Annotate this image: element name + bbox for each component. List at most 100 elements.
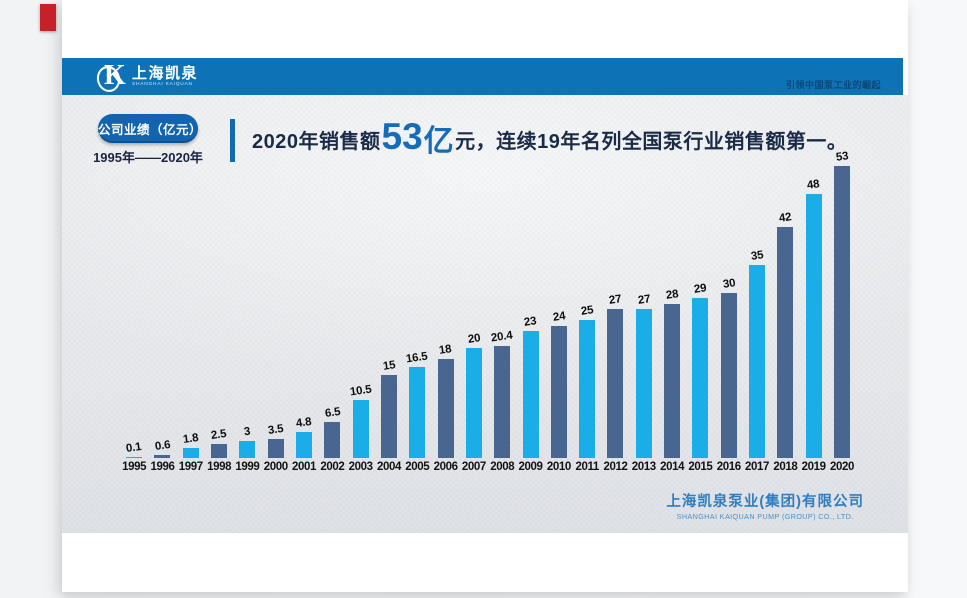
- headline-big-unit: 亿: [423, 125, 455, 158]
- bar: [126, 457, 143, 458]
- bar: [494, 346, 511, 458]
- bar-value-label: 28: [665, 288, 680, 302]
- sales-bar-chart: 0.1 0.6 1.8 2.5 3 3.5 4.8 6.5 10.5 15 16.5 18 20 20.4…: [120, 144, 856, 474]
- bar-columns: 0.1 0.6 1.8 2.5 3 3.5 4.8 6.5 10.5 15 16.5 18 20 20.4…: [120, 144, 856, 458]
- bar-column: 23: [516, 144, 544, 458]
- bar-year-label: 2007: [461, 461, 486, 473]
- bar-column: 3: [233, 144, 261, 458]
- bar: [154, 455, 171, 458]
- bar-value-label: 53: [834, 150, 849, 164]
- bar-value-label: 2.5: [210, 427, 228, 443]
- bar-year-label: 2001: [292, 461, 317, 473]
- bar-year-label: 2017: [745, 461, 770, 473]
- slide-content-area: 公司业绩（亿元） 1995年——2020年 2020年销售额 53 亿 元， 连…: [62, 95, 908, 533]
- bar-column: 53: [828, 144, 856, 458]
- bar: [380, 375, 397, 458]
- bar: [664, 304, 681, 458]
- bar-value-label: 27: [636, 293, 651, 307]
- year-labels-row: 1995 1996 1997 1998 1999 2000 2001 2002 2003 2004…: [120, 461, 856, 473]
- bar: [465, 348, 482, 458]
- logo-name-cn: 上海凯泉: [132, 64, 199, 82]
- bar: [833, 166, 850, 458]
- company-signature: 上海凯泉泵业(集团)有限公司 SHANGHAI KAIQUAN PUMP (GR…: [666, 493, 864, 521]
- header-bar: K 上海凯泉 SHANGHAI KAIQUAN 引领中国泵工业的崛起: [62, 58, 903, 95]
- red-bookmark-ribbon: [40, 4, 56, 31]
- bar-column: 48: [800, 144, 828, 458]
- bar-year-label: 1996: [150, 461, 175, 473]
- bar-value-label: 18: [438, 343, 453, 357]
- bar-year-label: 2011: [575, 461, 599, 473]
- bar-value-label: 3.5: [267, 422, 285, 438]
- bar-value-label: 35: [750, 249, 765, 263]
- company-name-en: SHANGHAI KAIQUAN PUMP (GROUP) CO., LTD.: [676, 512, 854, 522]
- bar-column: 20.4: [488, 144, 516, 458]
- bar: [211, 444, 228, 458]
- bar-column: 42: [771, 144, 799, 458]
- bar-column: 0.6: [148, 144, 176, 458]
- bar-year-label: 1998: [207, 461, 232, 473]
- bar-year-label: 2014: [660, 461, 685, 473]
- headline-prefix: 2020年销售额: [252, 130, 381, 153]
- logo-k-letter: K: [104, 59, 126, 91]
- performance-badge: 公司业绩（亿元）: [98, 114, 203, 143]
- bar-year-label: 2002: [320, 461, 345, 473]
- bar-value-label: 4.8: [295, 415, 313, 431]
- headline-rest: 连续19年名列全国泵行业销售额第一。: [496, 130, 848, 153]
- bar-value-label: 16.5: [405, 350, 429, 366]
- bar-value-label: 10.5: [349, 383, 373, 399]
- bar-column: 30: [715, 144, 743, 458]
- presentation-slide: K 上海凯泉 SHANGHAI KAIQUAN 引领中国泵工业的崛起 公司业绩（…: [62, 0, 908, 592]
- bar: [239, 441, 256, 458]
- bar-value-label: 20.4: [490, 329, 514, 345]
- bar-column: 27: [630, 144, 658, 458]
- kaiquan-logo-icon: K: [94, 59, 127, 94]
- bar-column: 0.1: [120, 144, 148, 458]
- performance-badge-label: 公司业绩（亿元）: [98, 123, 203, 137]
- bar-column: 10.5: [347, 144, 375, 458]
- bar: [296, 432, 313, 458]
- bar-column: 35: [743, 144, 771, 458]
- bar-column: 2.5: [205, 144, 233, 458]
- bar-column: 25: [573, 144, 601, 458]
- bar: [749, 265, 766, 458]
- bar-column: 3.5: [262, 144, 290, 458]
- bar-year-label: 2012: [603, 461, 628, 473]
- bar: [409, 367, 426, 458]
- bar-value-label: 1.8: [182, 431, 200, 447]
- company-name-cn: 上海凯泉泵业(集团)有限公司: [666, 494, 864, 510]
- bar-year-label: 2013: [631, 461, 656, 473]
- headline-accent-bar: [230, 119, 235, 162]
- bar-column: 29: [686, 144, 714, 458]
- bar: [522, 331, 539, 458]
- bar-value-label: 42: [778, 211, 793, 225]
- bar-year-label: 2019: [801, 461, 826, 473]
- bar-value-label: 6.5: [323, 405, 341, 421]
- bar-year-label: 2000: [263, 461, 288, 473]
- bar: [720, 293, 737, 458]
- bar-year-label: 1997: [178, 461, 203, 473]
- bar-year-label: 2020: [829, 461, 854, 473]
- bar: [324, 422, 341, 458]
- bar-value-label: 3: [243, 425, 252, 439]
- bar-column: 1.8: [177, 144, 205, 458]
- bar-column: 20: [460, 144, 488, 458]
- bar-year-label: 1999: [235, 461, 260, 473]
- bar-year-label: 1995: [122, 461, 147, 473]
- bar-year-label: 2004: [376, 461, 401, 473]
- bar-value-label: 24: [551, 310, 566, 324]
- bar: [267, 439, 284, 458]
- bar: [777, 227, 794, 458]
- bar-year-label: 2006: [433, 461, 458, 473]
- bar: [635, 309, 652, 458]
- bar-column: 15: [375, 144, 403, 458]
- headline-after-big: 元，: [455, 130, 497, 153]
- bar-value-label: 15: [381, 359, 396, 373]
- bar-year-label: 2010: [546, 461, 571, 473]
- bar-value-label: 25: [580, 304, 595, 318]
- bar-value-label: 30: [721, 277, 736, 291]
- bar-value-label: 48: [806, 178, 821, 192]
- bar: [550, 326, 567, 458]
- headline: 2020年销售额 53 亿 元， 连续19年名列全国泵行业销售额第一。: [252, 113, 847, 165]
- bar-column: 24: [545, 144, 573, 458]
- bar-year-label: 2009: [518, 461, 543, 473]
